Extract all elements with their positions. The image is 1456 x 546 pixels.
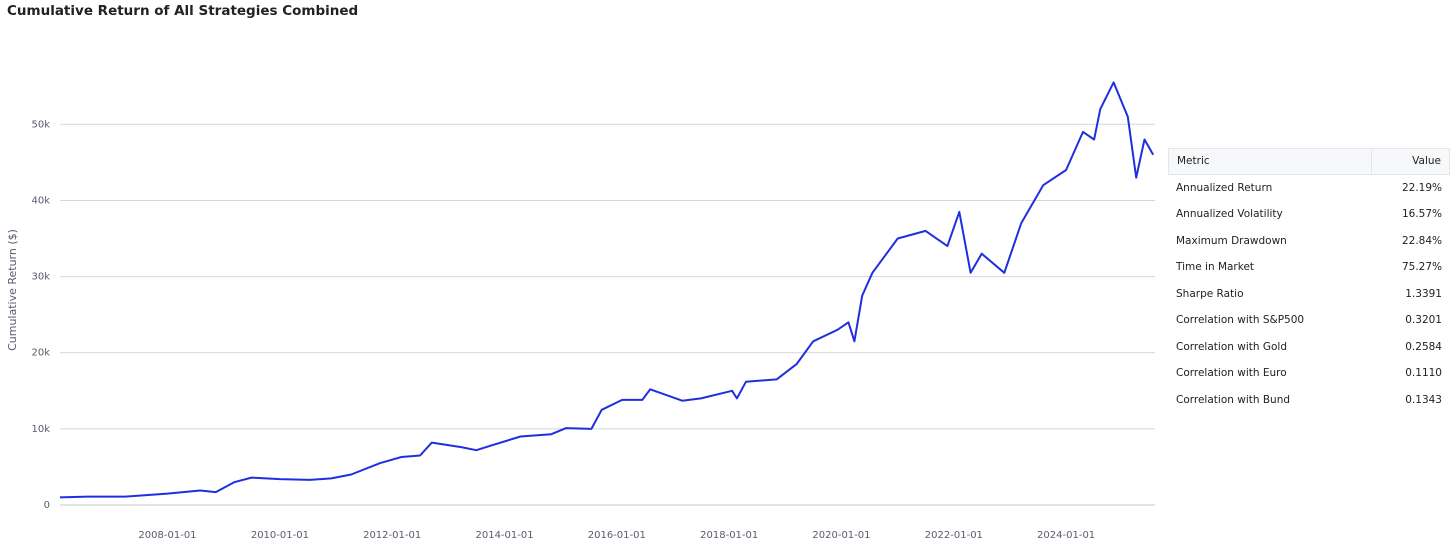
x-tick-label: 2020-01-01	[812, 530, 870, 541]
metric-cell: Correlation with Bund	[1176, 393, 1291, 406]
metric-cell: Correlation with Euro	[1176, 367, 1287, 380]
value-cell: 0.3201	[1405, 314, 1442, 327]
table-row: Correlation with S&P500 0.3201	[1168, 307, 1450, 334]
value-cell: 1.3391	[1405, 287, 1442, 300]
y-tick-label: 20k	[31, 348, 50, 359]
table-row: Sharpe Ratio 1.3391	[1168, 281, 1450, 308]
metric-cell: Sharpe Ratio	[1176, 287, 1244, 300]
metric-cell: Correlation with Gold	[1176, 340, 1287, 353]
header-cell: Value	[1371, 149, 1449, 174]
y-tick-label: 30k	[31, 272, 50, 283]
y-axis-label: Cumulative Return ($)	[6, 229, 19, 351]
table-row: Annualized Return 22.19%	[1168, 175, 1450, 202]
value-cell: 0.1343	[1405, 393, 1442, 406]
line	[59, 81, 1155, 499]
table-header: Metric Value	[1168, 148, 1450, 175]
x-tick-label: 2008-01-01	[138, 530, 196, 541]
table-row: Maximum Drawdown 22.84%	[1168, 228, 1450, 255]
metric-cell: Annualized Return	[1176, 181, 1273, 194]
value-cell: 75.27%	[1401, 261, 1442, 274]
chart: Cumulative Return ($) 0 10k 20k 30k 40k 50k 20…	[6, 81, 1155, 541]
x-tick-label: 2012-01-01	[363, 530, 421, 541]
x-tick-label: 2014-01-01	[475, 530, 533, 541]
value-cell: 22.84%	[1401, 234, 1442, 247]
metric-cell: Maximum Drawdown	[1176, 234, 1287, 247]
metric-cell: Correlation with S&P500	[1176, 314, 1305, 327]
x-tick-label: 2010-01-01	[251, 530, 309, 541]
header-cell: Metric	[1177, 155, 1210, 168]
y-tick-label: 40k	[31, 195, 50, 206]
value-cell: 22.19%	[1401, 181, 1442, 194]
y-tick-label: 50k	[31, 119, 50, 130]
x-tick-label: 2018-01-01	[700, 530, 758, 541]
table-row: Annualized Volatility 16.57%	[1168, 201, 1450, 228]
table-row: Time in Market 75.27%	[1168, 254, 1450, 281]
x-tick-label: 2022-01-01	[925, 530, 983, 541]
value-cell: 16.57%	[1401, 208, 1442, 221]
table-row: Correlation with Bund 0.1343	[1168, 387, 1450, 414]
table-row: Correlation with Gold 0.2584	[1168, 334, 1450, 361]
value-cell: 0.2584	[1405, 340, 1442, 353]
x-tick-label: 2016-01-01	[588, 530, 646, 541]
chart-title: Cumulative Return of All Strategies Comb…	[7, 3, 359, 19]
metric-cell: Annualized Volatility	[1176, 208, 1283, 221]
value-cell: 0.1110	[1405, 367, 1442, 380]
y-tick-label: 0	[44, 500, 50, 511]
metrics-table: Metric Value Annualized Return 22.19% Annual…	[1168, 148, 1450, 413]
y-tick-label: 10k	[31, 424, 50, 435]
x-tick-label: 2024-01-01	[1037, 530, 1095, 541]
table-row: Correlation with Euro 0.1110	[1168, 360, 1450, 387]
metric-cell: Time in Market	[1176, 261, 1255, 274]
